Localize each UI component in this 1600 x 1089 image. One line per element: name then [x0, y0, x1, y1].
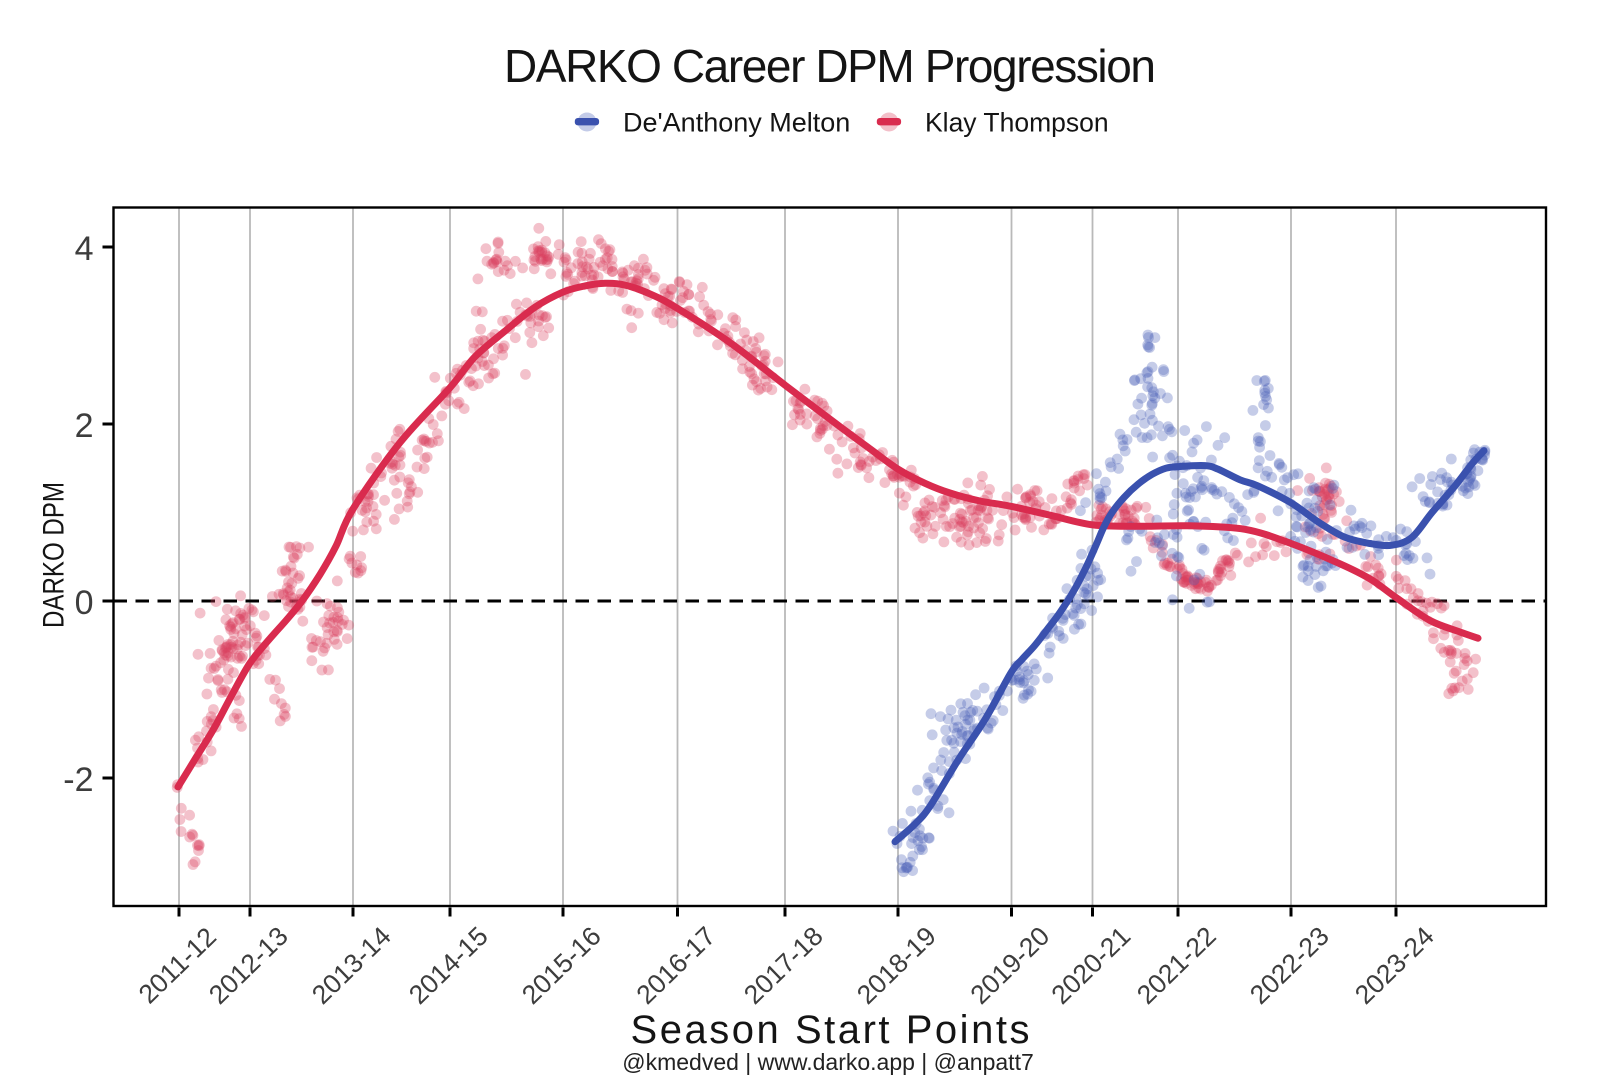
svg-text:Season Start Points: Season Start Points [631, 1008, 1030, 1052]
svg-text:4: 4 [75, 230, 94, 268]
svg-text:@kmedved | www.darko.app | @an: @kmedved | www.darko.app | @anpatt7 [622, 1049, 1034, 1075]
svg-text:2: 2 [75, 407, 94, 445]
svg-text:0: 0 [75, 584, 94, 622]
svg-text:De'Anthony Melton: De'Anthony Melton [623, 108, 850, 138]
svg-text:DARKO DPM: DARKO DPM [38, 482, 71, 628]
svg-text:DARKO Career DPM Progression: DARKO Career DPM Progression [504, 40, 1156, 92]
svg-text:Klay Thompson: Klay Thompson [925, 108, 1109, 138]
svg-text:-2: -2 [63, 761, 93, 799]
